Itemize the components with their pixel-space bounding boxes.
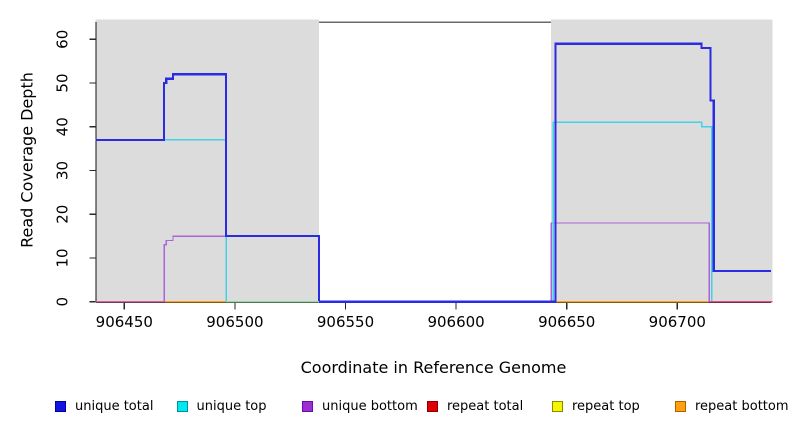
x-tick-label: 906700 [649,313,706,331]
y-tick-label: 40 [54,117,72,136]
x-tick-label: 906600 [427,313,484,331]
y-tick-label: 30 [54,161,72,180]
y-axis-title: Read Coverage Depth [17,72,37,248]
y-tick-label: 20 [54,205,72,224]
x-tick-label: 906450 [96,313,153,331]
y-tick-label: 60 [54,30,72,49]
y-tick-label: 50 [54,73,72,92]
y-tick-label: 10 [54,248,72,267]
x-tick-label: 906650 [538,313,595,331]
repeat-region-shading [551,19,773,302]
x-tick-label: 906500 [206,313,263,331]
x-tick-label: 906550 [317,313,374,331]
x-axis-title: Coordinate in Reference Genome [300,358,567,377]
series-unique-total-line [95,42,771,303]
repeat-region-shading [95,19,319,302]
y-tick-label: 0 [54,297,72,307]
